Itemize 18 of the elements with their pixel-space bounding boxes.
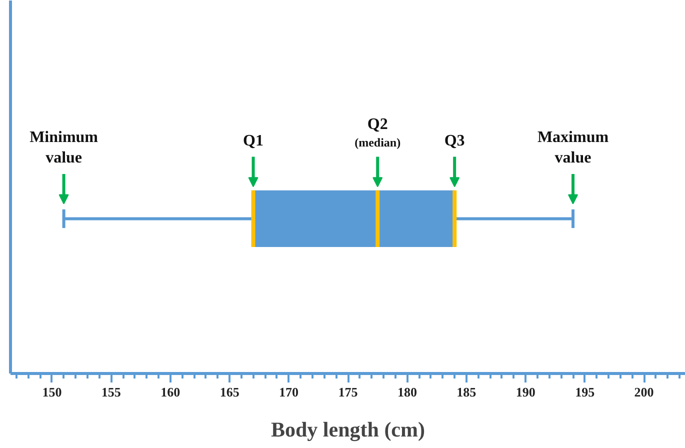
annotation: Q1: [243, 132, 264, 150]
x-tick-label: 180: [397, 384, 417, 400]
x-tick-label: 195: [575, 384, 596, 400]
annotation: Minimum value: [30, 129, 99, 166]
x-tick-label: 175: [338, 384, 358, 400]
x-tick-label: 190: [516, 384, 536, 400]
annotation: Q2: [367, 116, 388, 134]
x-tick-label: 160: [160, 384, 180, 400]
x-tick-label: 150: [42, 384, 62, 400]
x-tick-label: 165: [220, 384, 240, 400]
annotation: Maximum value: [537, 129, 610, 166]
annotation: Q3: [444, 132, 465, 150]
x-tick-label: 200: [634, 384, 654, 400]
x-axis-title: Body length (cm): [271, 418, 426, 442]
annotation: (median): [354, 135, 401, 150]
x-tick-label: 185: [456, 384, 477, 400]
x-tick-label: 170: [279, 384, 299, 400]
x-tick-label: 155: [101, 384, 122, 400]
